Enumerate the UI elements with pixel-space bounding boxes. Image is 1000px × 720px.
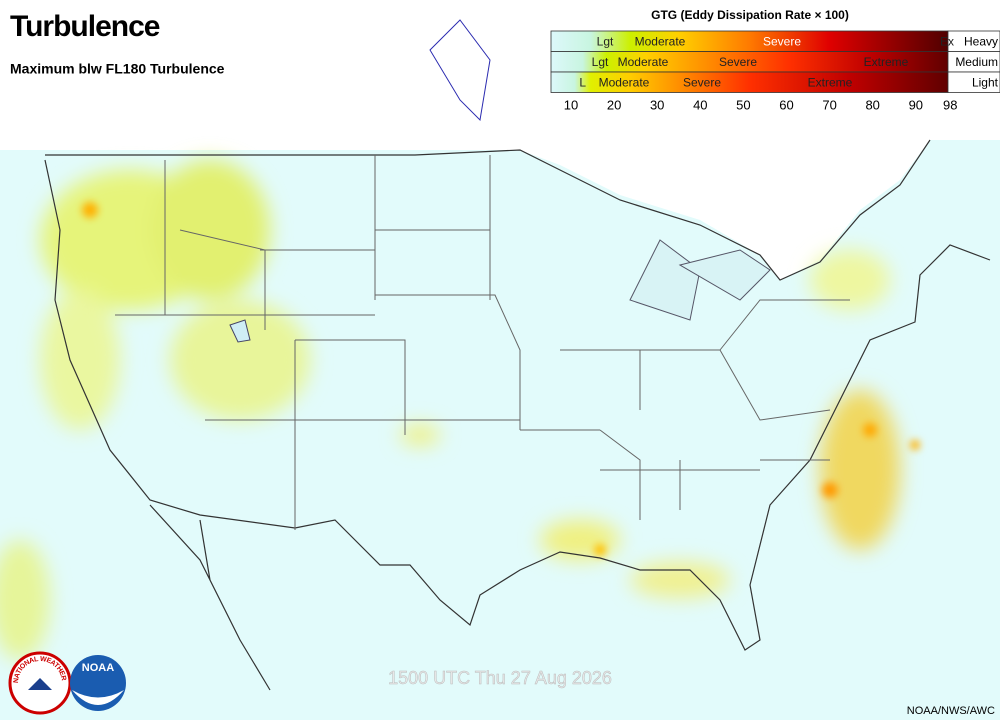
noaa-logo: NOAA — [70, 655, 126, 711]
map-subtitle: Maximum blw FL180 Turbulence — [10, 61, 225, 77]
legend-category: Lgt — [597, 34, 614, 48]
legend-category: Severe — [683, 75, 721, 89]
legend-scale-label: 80 — [865, 97, 879, 112]
legend-category: Extreme — [864, 55, 909, 69]
credit: NOAA/NWS/AWC — [907, 705, 995, 717]
turbulence-field — [0, 160, 900, 660]
legend-category: Lgt — [592, 55, 609, 69]
legend-category: Moderate — [599, 75, 650, 89]
turbulence-cores — [82, 202, 920, 556]
legend-category: L — [579, 75, 586, 89]
legend-category: Ex — [940, 34, 954, 48]
legend-category: Extreme — [808, 75, 853, 89]
legend-title: GTG (Eddy Dissipation Rate × 100) — [651, 8, 849, 22]
legend-row-label: Heavy — [964, 34, 998, 48]
legend-scale-label: 30 — [650, 97, 664, 112]
legend-scale-label: 70 — [822, 97, 836, 112]
legend-scale-label: 50 — [736, 97, 750, 112]
legend-row-label: Light — [972, 75, 999, 89]
map-title: Turbulence — [10, 10, 160, 43]
legend-category: Moderate — [635, 34, 686, 48]
noaa-logo-text: NOAA — [82, 662, 114, 674]
timestamp: 1500 UTC Thu 27 Aug 2026 — [388, 668, 612, 688]
legend-scale-label: 90 — [909, 97, 923, 112]
legend-scale-label: 40 — [693, 97, 707, 112]
legend-scale-label: 20 — [607, 97, 621, 112]
legend-category: Moderate — [618, 55, 669, 69]
legend-scale-label: 60 — [779, 97, 793, 112]
legend-scale-label: 10 — [564, 97, 578, 112]
legend-row-label-box — [947, 71, 1000, 93]
legend-scale-label: 98 — [943, 97, 957, 112]
legend-category: Severe — [763, 34, 801, 48]
legend-row-label: Medium — [955, 55, 998, 69]
legend-category: Severe — [719, 55, 757, 69]
borders — [44, 19, 991, 691]
